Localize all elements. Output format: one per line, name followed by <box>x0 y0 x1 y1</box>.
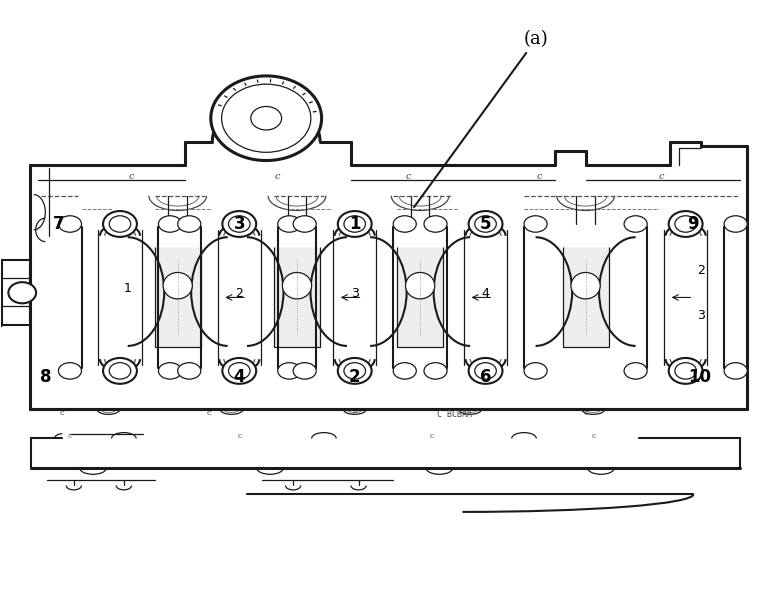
Text: 3: 3 <box>697 309 705 322</box>
Circle shape <box>475 363 497 379</box>
Circle shape <box>668 358 702 384</box>
Circle shape <box>675 363 696 379</box>
Text: 2: 2 <box>349 368 361 386</box>
Circle shape <box>103 211 137 237</box>
Circle shape <box>344 216 365 232</box>
Text: c: c <box>275 173 281 181</box>
Text: 1: 1 <box>123 282 132 295</box>
Ellipse shape <box>571 273 600 299</box>
Ellipse shape <box>724 216 747 232</box>
Text: 5: 5 <box>480 215 491 233</box>
Ellipse shape <box>524 216 547 232</box>
Text: 3: 3 <box>234 215 245 233</box>
Text: 2: 2 <box>235 287 243 300</box>
Circle shape <box>109 363 131 379</box>
Text: 7: 7 <box>52 215 64 233</box>
Circle shape <box>668 211 702 237</box>
Ellipse shape <box>177 363 200 379</box>
Text: c: c <box>584 409 588 417</box>
Ellipse shape <box>59 363 82 379</box>
Ellipse shape <box>406 273 435 299</box>
Ellipse shape <box>293 216 316 232</box>
Circle shape <box>475 216 497 232</box>
Text: C BCBAA: C BCBAA <box>437 411 473 419</box>
Text: c: c <box>591 432 595 439</box>
Ellipse shape <box>393 363 416 379</box>
Circle shape <box>109 216 131 232</box>
Text: 8: 8 <box>39 368 51 386</box>
Text: c: c <box>129 173 134 181</box>
Circle shape <box>338 358 372 384</box>
Text: c: c <box>206 409 210 417</box>
Text: 3: 3 <box>351 287 359 300</box>
Circle shape <box>344 363 365 379</box>
Text: c: c <box>352 409 357 417</box>
Ellipse shape <box>159 363 181 379</box>
Ellipse shape <box>424 216 447 232</box>
Circle shape <box>222 211 256 237</box>
Ellipse shape <box>163 273 192 299</box>
Text: 10: 10 <box>688 368 711 386</box>
Circle shape <box>675 216 696 232</box>
Text: c: c <box>658 173 664 181</box>
Text: 4: 4 <box>234 368 245 386</box>
Ellipse shape <box>278 216 301 232</box>
Polygon shape <box>563 247 608 348</box>
Circle shape <box>8 282 36 303</box>
Text: 6: 6 <box>480 368 491 386</box>
Ellipse shape <box>59 216 82 232</box>
Text: c: c <box>537 173 542 181</box>
Text: c: c <box>68 432 72 439</box>
Ellipse shape <box>724 363 747 379</box>
Text: c: c <box>429 432 434 439</box>
Ellipse shape <box>278 363 301 379</box>
Circle shape <box>222 358 256 384</box>
Ellipse shape <box>624 216 647 232</box>
Ellipse shape <box>393 216 416 232</box>
Text: 9: 9 <box>688 215 699 233</box>
Ellipse shape <box>159 216 181 232</box>
Circle shape <box>221 84 311 153</box>
Ellipse shape <box>624 363 647 379</box>
Circle shape <box>469 211 503 237</box>
Text: 2: 2 <box>697 264 705 277</box>
Text: c: c <box>237 432 241 439</box>
Text: c: c <box>406 173 412 181</box>
Text: 4: 4 <box>482 287 490 300</box>
Circle shape <box>103 358 137 384</box>
Ellipse shape <box>524 363 547 379</box>
Polygon shape <box>155 247 200 348</box>
Ellipse shape <box>424 363 447 379</box>
Ellipse shape <box>282 273 311 299</box>
Text: (a): (a) <box>524 30 548 48</box>
Polygon shape <box>274 247 320 348</box>
Circle shape <box>228 363 250 379</box>
Ellipse shape <box>293 363 316 379</box>
Text: 1: 1 <box>349 215 361 233</box>
Circle shape <box>251 107 281 130</box>
Circle shape <box>338 211 372 237</box>
Circle shape <box>469 358 503 384</box>
Circle shape <box>210 76 322 161</box>
Circle shape <box>228 216 250 232</box>
Text: c: c <box>60 409 65 417</box>
Polygon shape <box>397 247 443 348</box>
Ellipse shape <box>177 216 200 232</box>
